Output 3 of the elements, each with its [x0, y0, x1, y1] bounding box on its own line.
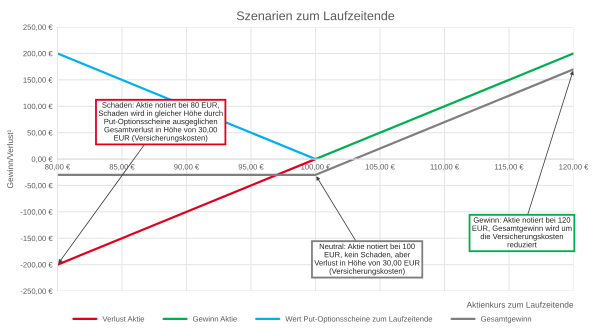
x-axis-title: Aktienkurs zum Laufzeitende — [466, 302, 574, 308]
chart-title: Szenarien zum Laufzeitende — [236, 11, 394, 20]
y-axis-title: Gewinn/Verlust¹ — [7, 130, 14, 188]
